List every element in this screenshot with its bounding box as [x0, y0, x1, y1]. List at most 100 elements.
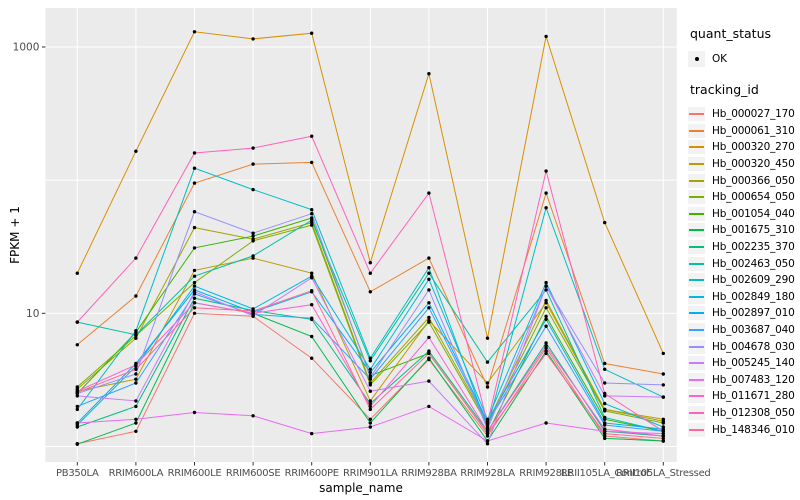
legend-key [688, 405, 705, 420]
data-point [661, 383, 665, 387]
x-tick-label: RRIM600PE [285, 468, 339, 479]
data-point [544, 341, 548, 345]
data-point [368, 370, 372, 375]
legend-line-swatch [689, 163, 704, 166]
legend-key [688, 256, 705, 271]
legend-line-swatch [689, 246, 704, 249]
legend-line-swatch [689, 146, 704, 149]
legend-line-swatch [689, 229, 704, 232]
y-tick-label: 10 [26, 308, 39, 320]
data-point [368, 383, 372, 387]
legend-quant-status-title: quant_status [690, 26, 771, 41]
data-point [368, 375, 372, 380]
data-point [544, 288, 548, 292]
data-point [251, 231, 255, 235]
legend-item: Hb_002463_050 [688, 255, 800, 272]
legend-line-swatch [689, 395, 704, 398]
data-point [368, 407, 372, 412]
data-point [544, 206, 548, 210]
legend-key [688, 389, 705, 404]
data-point [192, 210, 197, 214]
data-point [603, 391, 607, 396]
legend-line-swatch [689, 345, 704, 348]
data-point [251, 162, 255, 166]
legend-item: Hb_000320_270 [688, 139, 800, 156]
data-point [661, 395, 665, 399]
data-point [661, 372, 665, 376]
legend-line-swatch [689, 279, 704, 282]
data-point [427, 72, 431, 76]
legend-item-label: Hb_003687_040 [712, 324, 795, 337]
data-point [485, 385, 490, 389]
data-point [603, 436, 607, 441]
data-point [603, 409, 607, 413]
legend-key [688, 190, 705, 205]
data-point [192, 246, 197, 250]
data-point [603, 431, 607, 436]
legend-item: Hb_004678_030 [688, 338, 800, 355]
data-point [485, 360, 490, 364]
data-point [134, 363, 138, 367]
data-point [427, 191, 431, 195]
data-point [368, 425, 372, 429]
data-point [368, 367, 372, 371]
data-point [310, 220, 314, 225]
data-point [134, 417, 138, 421]
legend-tracking-id-title: tracking_id [690, 82, 759, 97]
data-point [251, 37, 255, 41]
data-point [544, 298, 548, 303]
data-point [661, 434, 665, 438]
data-point [427, 335, 431, 340]
data-point [485, 442, 490, 446]
data-point [427, 320, 431, 324]
data-point [427, 288, 431, 292]
data-point [192, 301, 197, 305]
data-point [485, 336, 490, 340]
data-point [192, 268, 197, 273]
legend-line-swatch [689, 179, 704, 182]
data-point [75, 390, 80, 395]
data-point [603, 394, 607, 398]
legend-item: Hb_000061_310 [688, 123, 800, 140]
x-tick-label: RRIM901LA [343, 468, 398, 479]
data-point [75, 407, 80, 412]
data-point [544, 324, 548, 328]
data-point [251, 414, 255, 418]
data-point [134, 404, 138, 409]
data-point [544, 191, 548, 195]
y-axis-label: FPKM + 1 [8, 206, 22, 264]
data-point [134, 367, 138, 371]
legend-key [688, 107, 705, 122]
data-point [661, 436, 665, 441]
data-point [134, 381, 138, 385]
data-point [427, 351, 431, 356]
data-point [310, 303, 314, 307]
data-point [485, 381, 490, 385]
legend-key [688, 422, 705, 437]
data-point [134, 256, 138, 260]
data-point [310, 212, 314, 216]
data-point [192, 181, 197, 185]
legend-item: Hb_011671_280 [688, 388, 800, 405]
data-point [485, 439, 490, 443]
data-point [603, 220, 607, 225]
data-point [603, 423, 607, 427]
legend-item-label: Hb_002463_050 [712, 257, 795, 270]
data-point [368, 421, 372, 425]
data-point [310, 356, 314, 360]
legend-item: Hb_000654_050 [688, 189, 800, 206]
legend-line-swatch [689, 411, 704, 414]
legend-key [688, 240, 705, 255]
legend-ok-label: OK [712, 53, 727, 65]
black-point-icon [694, 57, 699, 61]
legend-item-label: Hb_001675_310 [712, 224, 795, 237]
legend-key [688, 223, 705, 238]
data-point [134, 336, 138, 340]
data-point [368, 389, 372, 393]
data-point [134, 329, 138, 333]
legend-item-label: Hb_000366_050 [712, 174, 795, 187]
legend-item-label: Hb_000027_170 [712, 108, 795, 121]
data-point [427, 379, 431, 383]
